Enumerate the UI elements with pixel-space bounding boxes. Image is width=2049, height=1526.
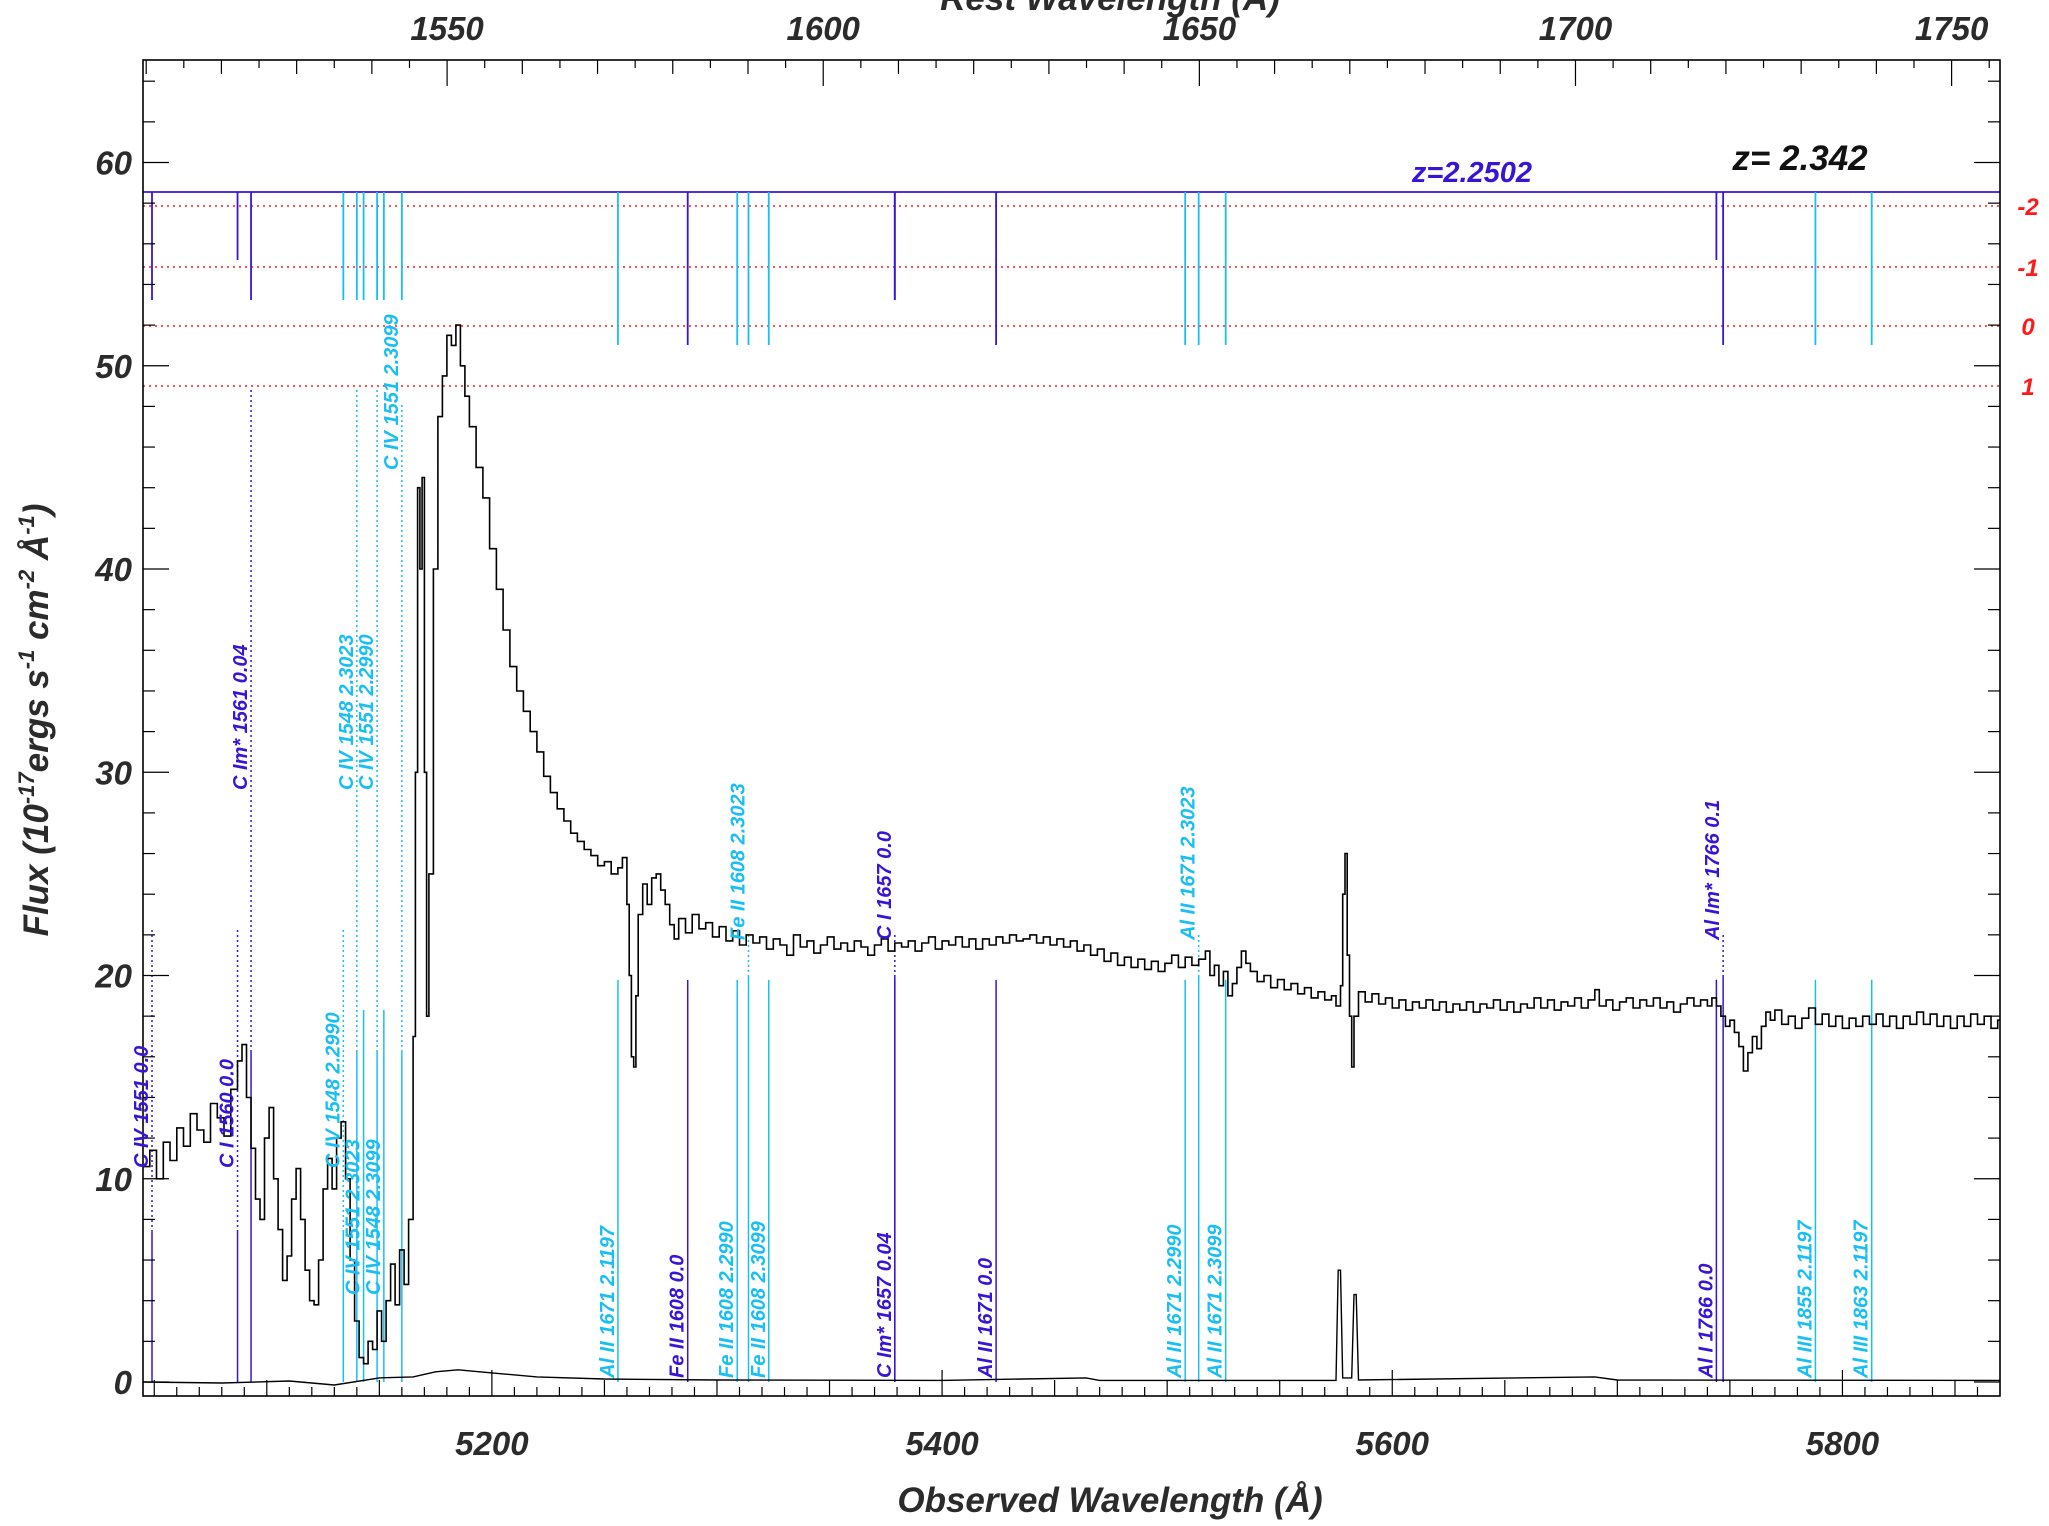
line-label: C IV 1548 2.3099 bbox=[363, 1138, 385, 1295]
line-label: Al I 1766 0.0 bbox=[1695, 1263, 1717, 1379]
x2-tick-label: 1700 bbox=[1539, 10, 1613, 47]
x-tick-label: 5600 bbox=[1356, 1425, 1430, 1462]
line-label: Fe II 1608 2.3099 bbox=[748, 1220, 770, 1378]
x2-tick-label: 1550 bbox=[410, 10, 484, 47]
line-label: Al II 1671 2.3023 bbox=[1178, 787, 1200, 941]
x-axis-title: Observed Wavelength (Å) bbox=[897, 1481, 1322, 1520]
quasar-redshift-label: z= 2.342 bbox=[1731, 139, 1868, 178]
line-label: C Im* 1657 0.04 bbox=[874, 1232, 896, 1378]
plot-frame bbox=[142, 59, 2001, 1397]
x2-tick-label: 1650 bbox=[1163, 10, 1237, 47]
line-label: C IV 1551 2.3023 bbox=[343, 1139, 365, 1295]
line-label: Fe II 1608 0.0 bbox=[667, 1255, 689, 1378]
x-tick-label: 5400 bbox=[905, 1425, 979, 1462]
residual-label: -1 bbox=[2017, 255, 2038, 282]
y-axis-title-sup1: -17 bbox=[14, 771, 39, 805]
x2-axis-title: Rest Wavelength (Å) bbox=[940, 0, 1280, 18]
y-tick-label: 0 bbox=[114, 1364, 133, 1401]
line-label: C I 1560 0.0 bbox=[217, 1059, 239, 1168]
line-label: Al II 1671 2.2990 bbox=[1164, 1225, 1186, 1379]
line-label: Al III 1863 2.1197 bbox=[1851, 1220, 1873, 1379]
line-label: C IV 1548 2.2990 bbox=[322, 1012, 344, 1168]
x-tick-label: 5200 bbox=[455, 1425, 529, 1462]
line-label: Al II 1671 2.1197 bbox=[597, 1225, 619, 1379]
y-axis-title-part3: cm bbox=[17, 589, 56, 649]
x2-tick-label: 1600 bbox=[787, 10, 861, 47]
y-axis-title-sup2: -1 bbox=[14, 650, 39, 670]
y-tick-label: 30 bbox=[95, 754, 132, 791]
redshift-bar-label: z=2.2502 bbox=[1411, 157, 1532, 189]
y-tick-label: 20 bbox=[94, 958, 132, 995]
error-spectrum bbox=[142, 1269, 2001, 1386]
y-axis-title-part2: ergs s bbox=[17, 669, 56, 772]
line-label: C IV 1548 2.3023 bbox=[336, 634, 358, 790]
line-label: Al II 1671 0.0 bbox=[975, 1258, 997, 1379]
line-label: Al Im* 1766 0.1 bbox=[1702, 800, 1724, 941]
y-tick-label: 50 bbox=[95, 348, 132, 385]
y-axis-title-sup4: -1 bbox=[14, 515, 39, 535]
line-label: Fe II 1608 2.2990 bbox=[716, 1221, 738, 1378]
y-tick-label: 10 bbox=[95, 1161, 132, 1198]
x2-tick-label: 1750 bbox=[1915, 10, 1989, 47]
line-label: C IV 1551 2.2990 bbox=[356, 634, 378, 790]
y-axis-title-part1: Flux (10 bbox=[17, 804, 56, 937]
line-label: C IV 1551 2.3099 bbox=[381, 313, 403, 470]
residual-label: 1 bbox=[2021, 374, 2034, 401]
line-label: Al II 1671 2.3099 bbox=[1205, 1224, 1227, 1379]
y-axis-title-part5: ) bbox=[17, 504, 56, 520]
x-tick-label: 5800 bbox=[1806, 1425, 1880, 1462]
residual-label: -2 bbox=[2017, 194, 2039, 221]
line-label: C IV 1551 0.0 bbox=[131, 1046, 153, 1168]
flux-spectrum bbox=[143, 324, 2000, 1365]
y-tick-label: 60 bbox=[95, 145, 132, 182]
line-label: C Im* 1561 0.04 bbox=[230, 644, 252, 790]
y-axis-title: Flux (10-17ergs s-1 cm-2 Å-1) bbox=[14, 504, 56, 937]
y-tick-label: 40 bbox=[94, 551, 132, 588]
y-axis-title-part4: Å bbox=[17, 535, 56, 570]
y-axis-title-sup3: -2 bbox=[14, 569, 39, 589]
residual-label: 0 bbox=[2021, 314, 2035, 341]
line-label: Fe II 1608 2.3023 bbox=[727, 783, 749, 940]
line-label: C I 1657 0.0 bbox=[874, 831, 896, 940]
line-label: Al III 1855 2.1197 bbox=[1794, 1220, 1816, 1379]
